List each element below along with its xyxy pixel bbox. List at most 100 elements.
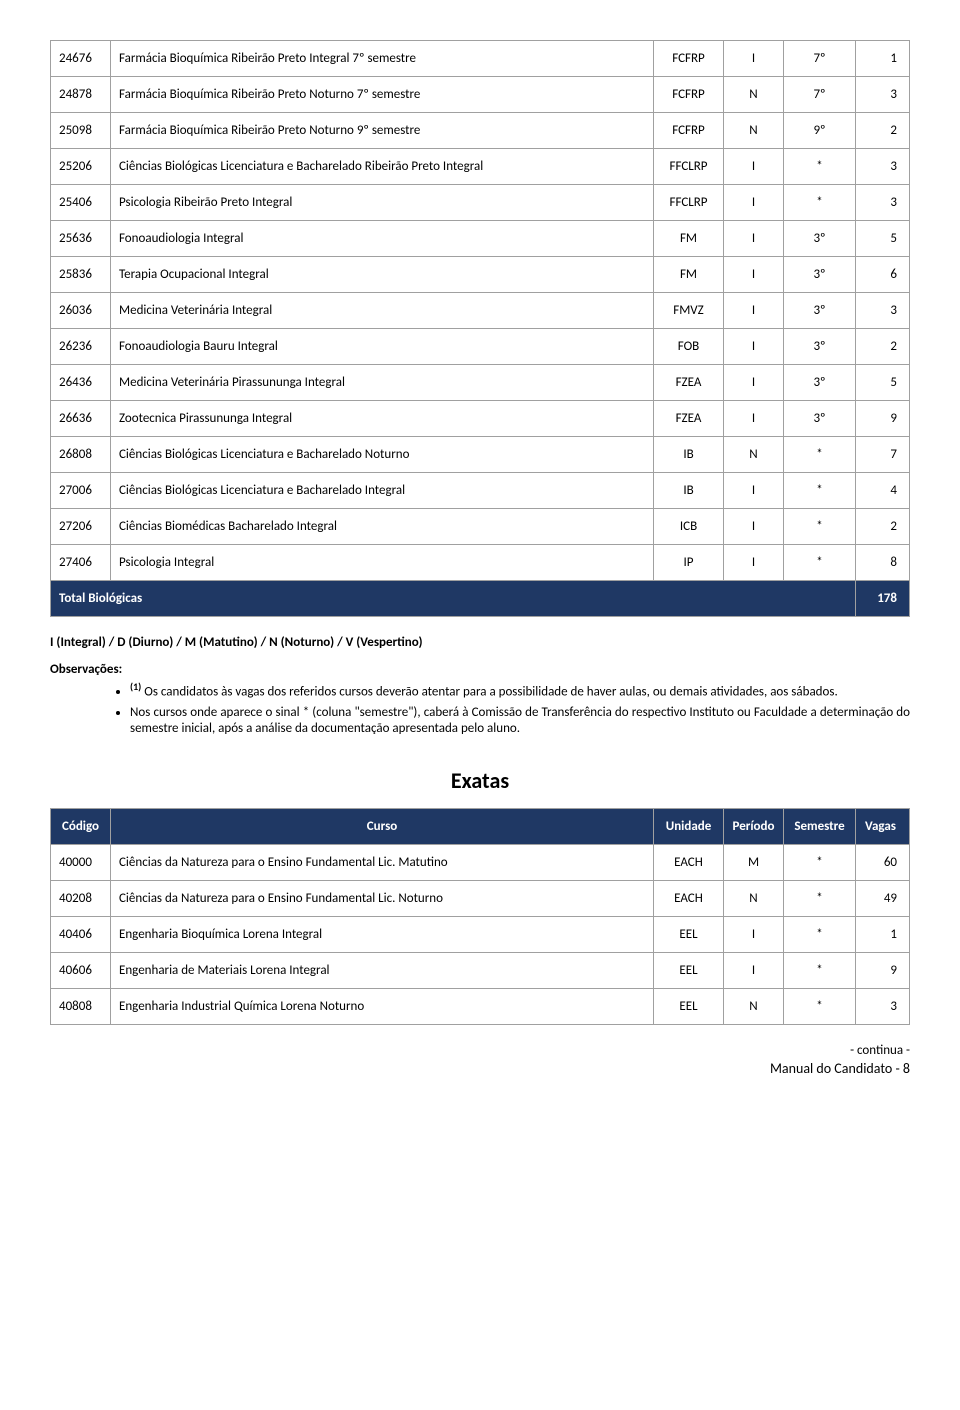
cell-semestre: *	[784, 545, 856, 581]
table-row: 25836Terapia Ocupacional IntegralFMI3º6	[51, 257, 910, 293]
table-row: 25636Fonoaudiologia IntegralFMI3º5	[51, 221, 910, 257]
cell-unidade: FMVZ	[654, 293, 724, 329]
cell-curso: Engenharia Bioquímica Lorena Integral	[111, 917, 654, 953]
cell-semestre: 3º	[784, 293, 856, 329]
cell-curso: Ciências Biológicas Licenciatura e Bacha…	[111, 437, 654, 473]
table-row: 40208Ciências da Natureza para o Ensino …	[51, 881, 910, 917]
cell-curso: Ciências Biológicas Licenciatura e Bacha…	[111, 473, 654, 509]
table-row: 25406Psicologia Ribeirão Preto IntegralF…	[51, 185, 910, 221]
table-row: 40606Engenharia de Materiais Lorena Inte…	[51, 953, 910, 989]
cell-semestre: 3º	[784, 221, 856, 257]
legend-text: I (Integral) / D (Diurno) / M (Matutino)…	[50, 635, 910, 650]
cell-semestre: *	[784, 953, 856, 989]
cell-periodo: I	[724, 473, 784, 509]
table-row: 24676Farmácia Bioquímica Ribeirão Preto …	[51, 41, 910, 77]
table-row: 26808Ciências Biológicas Licenciatura e …	[51, 437, 910, 473]
table-row: 27406Psicologia IntegralIPI*8	[51, 545, 910, 581]
cell-vagas: 49	[856, 881, 910, 917]
cell-vagas: 5	[856, 221, 910, 257]
cell-unidade: ICB	[654, 509, 724, 545]
table-row: 25098Farmácia Bioquímica Ribeirão Preto …	[51, 113, 910, 149]
cell-curso: Ciências da Natureza para o Ensino Funda…	[111, 881, 654, 917]
cell-semestre: *	[784, 509, 856, 545]
cell-periodo: N	[724, 881, 784, 917]
cell-semestre: 3º	[784, 257, 856, 293]
cell-code: 25206	[51, 149, 111, 185]
cell-vagas: 60	[856, 845, 910, 881]
cell-code: 26808	[51, 437, 111, 473]
total-label: Total Biológicas	[51, 581, 856, 617]
cell-curso: Ciências da Natureza para o Ensino Funda…	[111, 845, 654, 881]
table-row: 24878Farmácia Bioquímica Ribeirão Preto …	[51, 77, 910, 113]
cell-unidade: FM	[654, 221, 724, 257]
cell-unidade: FFCLRP	[654, 185, 724, 221]
cell-semestre: *	[784, 437, 856, 473]
cell-periodo: I	[724, 917, 784, 953]
cell-periodo: N	[724, 113, 784, 149]
cell-curso: Medicina Veterinária Integral	[111, 293, 654, 329]
header-semestre: Semestre	[784, 809, 856, 845]
cell-unidade: FCFRP	[654, 77, 724, 113]
cell-vagas: 9	[856, 953, 910, 989]
cell-semestre: 7º	[784, 77, 856, 113]
observacoes-heading: Observações:	[50, 662, 910, 677]
page-footer: Manual do Candidato - 8	[50, 1060, 910, 1077]
cell-vagas: 3	[856, 293, 910, 329]
exatas-header-row: CódigoCursoUnidadePeríodoSemestreVagas	[51, 809, 910, 845]
cell-unidade: FCFRP	[654, 113, 724, 149]
cell-periodo: I	[724, 41, 784, 77]
cell-vagas: 8	[856, 545, 910, 581]
obs-sup: (1)	[130, 680, 141, 693]
cell-semestre: *	[784, 845, 856, 881]
cell-code: 27406	[51, 545, 111, 581]
cell-periodo: N	[724, 437, 784, 473]
obs-item-2: Nos cursos onde aparece o sinal * (colun…	[130, 705, 910, 738]
cell-curso: Fonoaudiologia Bauru Integral	[111, 329, 654, 365]
cell-vagas: 2	[856, 509, 910, 545]
cell-unidade: FM	[654, 257, 724, 293]
cell-vagas: 2	[856, 113, 910, 149]
cell-code: 40208	[51, 881, 111, 917]
cell-curso: Ciências Biomédicas Bacharelado Integral	[111, 509, 654, 545]
exatas-heading: Exatas	[50, 767, 910, 794]
table-row: 25206Ciências Biológicas Licenciatura e …	[51, 149, 910, 185]
cell-unidade: FOB	[654, 329, 724, 365]
cell-periodo: I	[724, 257, 784, 293]
cell-periodo: I	[724, 185, 784, 221]
cell-code: 25836	[51, 257, 111, 293]
total-biologicas-row: Total Biológicas178	[51, 581, 910, 617]
cell-curso: Engenharia de Materiais Lorena Integral	[111, 953, 654, 989]
cell-code: 26036	[51, 293, 111, 329]
cell-semestre: 3º	[784, 329, 856, 365]
cell-curso: Farmácia Bioquímica Ribeirão Preto Notur…	[111, 77, 654, 113]
cell-curso: Farmácia Bioquímica Ribeirão Preto Integ…	[111, 41, 654, 77]
cell-unidade: EEL	[654, 989, 724, 1025]
table-row: 27206Ciências Biomédicas Bacharelado Int…	[51, 509, 910, 545]
cell-vagas: 6	[856, 257, 910, 293]
obs-item-1-text: Os candidatos às vagas dos referidos cur…	[141, 684, 837, 699]
header-vagas: Vagas	[856, 809, 910, 845]
cell-code: 25636	[51, 221, 111, 257]
cell-code: 24878	[51, 77, 111, 113]
cell-curso: Medicina Veterinária Pirassununga Integr…	[111, 365, 654, 401]
cell-vagas: 3	[856, 185, 910, 221]
cell-code: 27206	[51, 509, 111, 545]
table-row: 40000Ciências da Natureza para o Ensino …	[51, 845, 910, 881]
cell-vagas: 9	[856, 401, 910, 437]
table-row: 40406Engenharia Bioquímica Lorena Integr…	[51, 917, 910, 953]
cell-code: 25406	[51, 185, 111, 221]
cell-unidade: EACH	[654, 845, 724, 881]
cell-code: 25098	[51, 113, 111, 149]
exatas-table: CódigoCursoUnidadePeríodoSemestreVagas40…	[50, 808, 910, 1025]
cell-unidade: EEL	[654, 953, 724, 989]
cell-semestre: *	[784, 185, 856, 221]
cell-unidade: IP	[654, 545, 724, 581]
cell-periodo: N	[724, 989, 784, 1025]
cell-periodo: I	[724, 365, 784, 401]
cell-curso: Fonoaudiologia Integral	[111, 221, 654, 257]
cell-code: 26436	[51, 365, 111, 401]
cell-periodo: I	[724, 293, 784, 329]
cell-curso: Engenharia Industrial Química Lorena Not…	[111, 989, 654, 1025]
cell-code: 40606	[51, 953, 111, 989]
header-periodo: Período	[724, 809, 784, 845]
